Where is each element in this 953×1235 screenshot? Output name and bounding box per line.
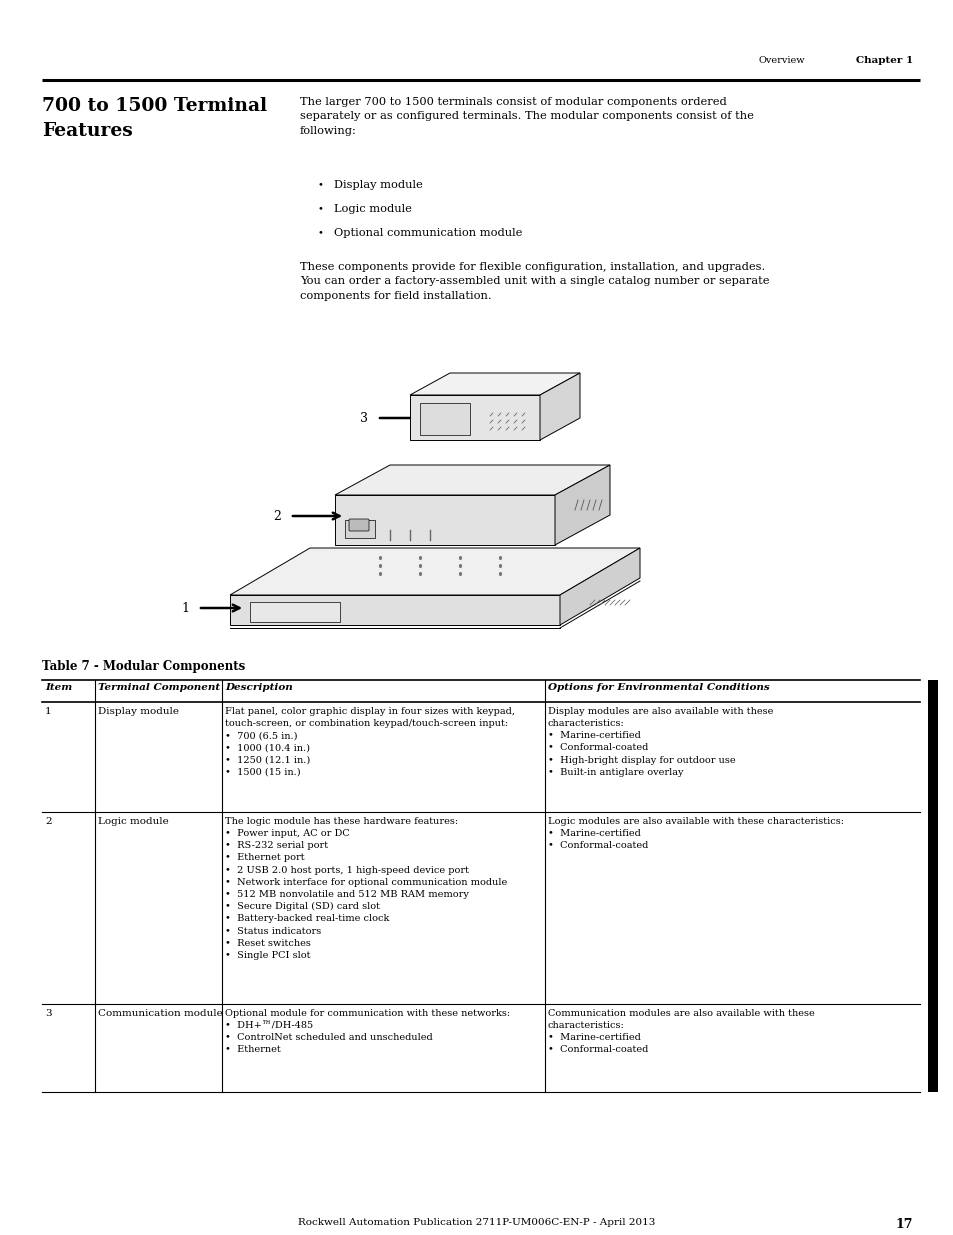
- Bar: [345, 520, 375, 538]
- Text: Chapter 1: Chapter 1: [855, 56, 912, 65]
- Text: 1: 1: [181, 601, 189, 615]
- Text: •: •: [317, 180, 323, 189]
- Polygon shape: [230, 548, 639, 595]
- Text: The logic module has these hardware features:
•  Power input, AC or DC
•  RS-232: The logic module has these hardware feat…: [225, 818, 507, 960]
- Polygon shape: [539, 373, 579, 440]
- Text: These components provide for flexible configuration, installation, and upgrades.: These components provide for flexible co…: [299, 262, 769, 301]
- Text: Flat panel, color graphic display in four sizes with keypad,
touch-screen, or co: Flat panel, color graphic display in fou…: [225, 706, 515, 777]
- Bar: [250, 601, 339, 622]
- Text: Table 7 - Modular Components: Table 7 - Modular Components: [42, 659, 245, 673]
- Text: Display modules are also available with these
characteristics:
•  Marine-certifi: Display modules are also available with …: [547, 706, 773, 777]
- Polygon shape: [230, 595, 559, 625]
- Text: 2: 2: [45, 818, 51, 826]
- Text: Rockwell Automation Publication 2711P-UM006C-EN-P - April 2013: Rockwell Automation Publication 2711P-UM…: [298, 1218, 655, 1228]
- Text: Description: Description: [225, 683, 293, 692]
- Polygon shape: [410, 395, 539, 440]
- Polygon shape: [559, 548, 639, 625]
- Text: Overview: Overview: [758, 56, 804, 65]
- Text: 3: 3: [359, 411, 368, 425]
- FancyBboxPatch shape: [349, 519, 369, 531]
- Text: Display module: Display module: [334, 180, 422, 190]
- Polygon shape: [555, 466, 609, 545]
- Text: •: •: [317, 228, 323, 237]
- Text: Communication modules are also available with these
characteristics:
•  Marine-c: Communication modules are also available…: [547, 1009, 814, 1055]
- Text: •: •: [317, 204, 323, 212]
- Text: Logic module: Logic module: [334, 204, 412, 214]
- Bar: [419, 403, 470, 435]
- Text: Logic module: Logic module: [98, 818, 169, 826]
- Text: 3: 3: [45, 1009, 51, 1018]
- Text: 17: 17: [895, 1218, 912, 1231]
- Text: Item: Item: [45, 683, 72, 692]
- Polygon shape: [410, 373, 579, 395]
- Polygon shape: [335, 495, 555, 545]
- Polygon shape: [335, 466, 609, 495]
- Text: The larger 700 to 1500 terminals consist of modular components ordered
separatel: The larger 700 to 1500 terminals consist…: [299, 98, 753, 136]
- Text: Optional module for communication with these networks:
•  DH+™/DH-485
•  Control: Optional module for communication with t…: [225, 1009, 510, 1055]
- Text: 700 to 1500 Terminal
Features: 700 to 1500 Terminal Features: [42, 98, 267, 140]
- Text: Options for Environmental Conditions: Options for Environmental Conditions: [547, 683, 769, 692]
- Text: Terminal Component: Terminal Component: [98, 683, 220, 692]
- Text: 2: 2: [273, 510, 281, 522]
- Text: Display module: Display module: [98, 706, 179, 716]
- Text: Communication module: Communication module: [98, 1009, 222, 1018]
- Text: Optional communication module: Optional communication module: [334, 228, 522, 238]
- Text: 1: 1: [45, 706, 51, 716]
- Text: Logic modules are also available with these characteristics:
•  Marine-certified: Logic modules are also available with th…: [547, 818, 843, 851]
- Bar: [927, 680, 937, 1092]
